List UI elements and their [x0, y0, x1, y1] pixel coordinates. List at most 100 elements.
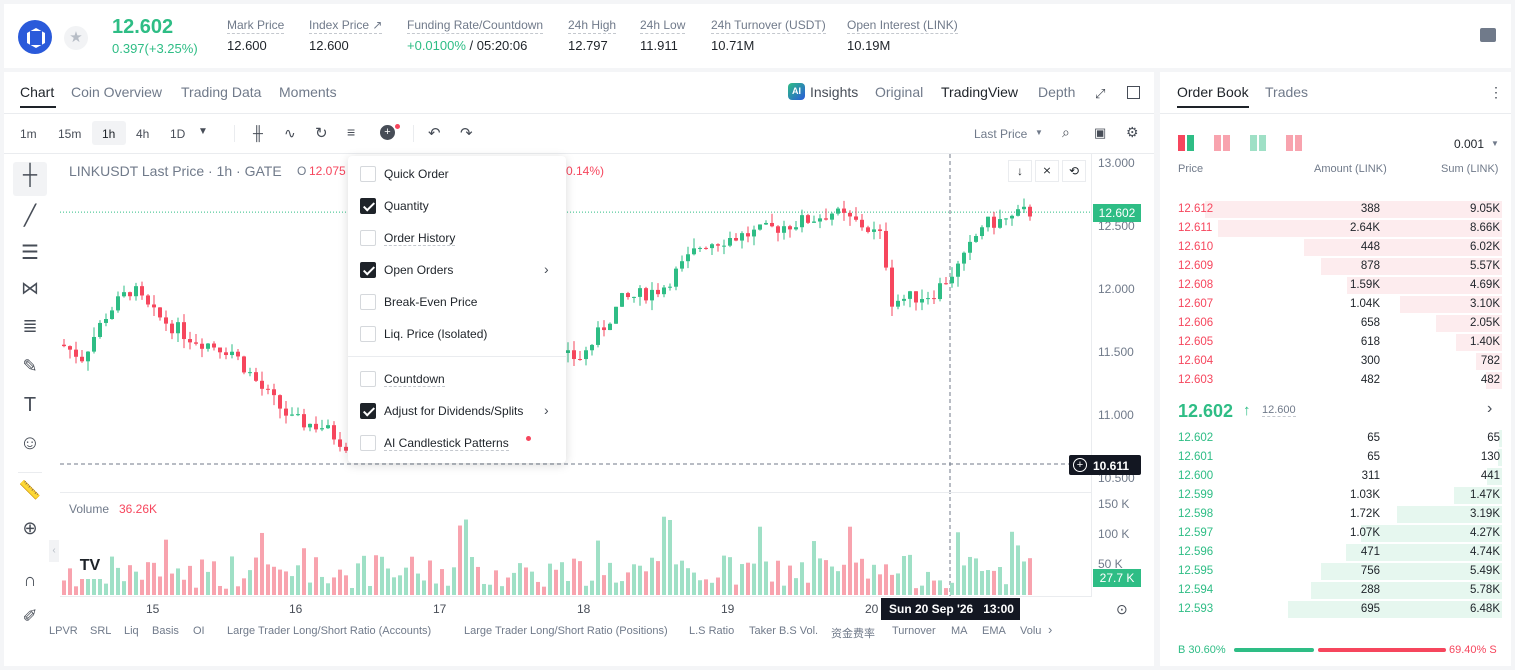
brush-icon[interactable]: ✎: [22, 356, 38, 376]
settings-list-icon[interactable]: ≡: [347, 124, 356, 140]
stat-funding-rate[interactable]: Funding Rate/Countdown +0.0100% / 05:20:0…: [407, 18, 544, 53]
interval-1h[interactable]: 1h: [102, 127, 116, 141]
indicator-tab-liq[interactable]: Liq: [124, 625, 139, 637]
orderbook-row[interactable]: 12.611 2.64K 8.66K: [1162, 219, 1510, 238]
indicator-tab-taker[interactable]: Taker B.S Vol.: [749, 625, 819, 637]
tab-trades[interactable]: Trades: [1265, 84, 1309, 100]
stat-index-price[interactable]: Index Price ↗ 12.600: [309, 18, 383, 53]
pen-icon[interactable]: ✐: [22, 606, 38, 626]
tab-tradingview[interactable]: TradingView: [941, 84, 1019, 100]
text-tool-icon[interactable]: T: [23, 394, 37, 416]
expand-icon[interactable]: ⤢: [1095, 86, 1106, 101]
reset-view-icon[interactable]: ⊙: [1116, 601, 1128, 617]
tab-trading-data[interactable]: Trading Data: [181, 84, 262, 100]
interval-1d[interactable]: 1D: [170, 127, 186, 141]
indicator-tab-ls-ratio[interactable]: L.S Ratio: [689, 625, 735, 637]
orderbook-row[interactable]: 12.605 618 1.40K: [1162, 333, 1510, 352]
tab-depth[interactable]: Depth: [1038, 84, 1076, 100]
tab-original[interactable]: Original: [875, 84, 924, 100]
mark-price-small[interactable]: 12.600: [1262, 404, 1296, 417]
camera-icon[interactable]: ▣: [1094, 125, 1107, 140]
layout-alt-icon[interactable]: [1286, 135, 1302, 151]
orderbook-row[interactable]: 12.612 388 9.05K: [1162, 200, 1510, 219]
orderbook-row[interactable]: 12.600 311 441: [1162, 467, 1510, 486]
trend-line-icon[interactable]: ╱: [23, 205, 37, 227]
orderbook-row[interactable]: 12.606 658 2.05K: [1162, 314, 1510, 333]
tab-moments[interactable]: Moments: [279, 84, 337, 100]
favorite-star-icon[interactable]: ★: [64, 26, 88, 50]
more-vertical-icon[interactable]: ⋮: [1489, 84, 1503, 100]
chevron-down-icon[interactable]: ▼: [198, 126, 208, 137]
refresh-icon[interactable]: ↻: [315, 125, 328, 142]
orderbook-row[interactable]: 12.604 300 782: [1162, 352, 1510, 371]
orderbook-row[interactable]: 12.598 1.72K 3.19K: [1162, 505, 1510, 524]
magnet-icon[interactable]: ∩: [23, 570, 37, 590]
orderbook-row[interactable]: 12.594 288 5.78K: [1162, 581, 1510, 600]
tab-coin-overview[interactable]: Coin Overview: [71, 84, 163, 100]
layout-bids-icon[interactable]: [1250, 135, 1266, 151]
scroll-right-icon[interactable]: ›: [1048, 622, 1053, 637]
indicator-tab-turnover[interactable]: Turnover: [892, 625, 936, 637]
caret-down-icon[interactable]: ▼: [1035, 128, 1043, 137]
orderbook-row[interactable]: 12.608 1.59K 4.69K: [1162, 276, 1510, 295]
orderbook-row[interactable]: 12.595 756 5.49K: [1162, 562, 1510, 581]
indicator-tab-oi[interactable]: OI: [193, 625, 205, 637]
layout-both-icon[interactable]: [1178, 135, 1194, 151]
undo-icon[interactable]: ↶: [428, 125, 441, 142]
orderbook-row[interactable]: 12.597 1.07K 4.27K: [1162, 524, 1510, 543]
stat-mark-price[interactable]: Mark Price 12.600: [227, 18, 285, 53]
orderbook-row[interactable]: 12.593 695 6.48K: [1162, 600, 1510, 619]
indicator-tab-srl[interactable]: SRL: [90, 625, 112, 637]
search-icon[interactable]: ⌕: [1062, 124, 1070, 140]
orderbook-row[interactable]: 12.607 1.04K 3.10K: [1162, 295, 1510, 314]
orderbook-row[interactable]: 12.601 65 130: [1162, 448, 1510, 467]
horizontal-lines-icon[interactable]: ☰: [21, 242, 39, 264]
indicator-tab-basis[interactable]: Basis: [152, 625, 179, 637]
layout-asks-icon[interactable]: [1214, 135, 1230, 151]
gear-icon[interactable]: ⚙: [1126, 124, 1139, 140]
indicators-icon[interactable]: ∿: [284, 125, 296, 141]
row-sum: 3.10K: [1469, 298, 1500, 310]
orderbook-row[interactable]: 12.609 878 5.57K: [1162, 257, 1510, 276]
indicator-tab-ma[interactable]: MA: [951, 625, 968, 637]
tab-chart[interactable]: Chart: [20, 84, 55, 100]
loop-icon[interactable]: ⟲: [1062, 160, 1086, 182]
indicator-tab-vol[interactable]: Volu: [1020, 625, 1042, 637]
redo-icon[interactable]: ↷: [460, 125, 473, 142]
caret-down-icon[interactable]: ▼: [1491, 139, 1499, 148]
price-type-select[interactable]: Last Price: [974, 127, 1028, 141]
candle-type-icon[interactable]: ╫: [253, 125, 263, 141]
fib-icon[interactable]: ≣: [22, 316, 38, 336]
crosshair-icon[interactable]: ┼: [22, 164, 38, 186]
precision-select[interactable]: 0.001: [1454, 137, 1485, 151]
interval-1m[interactable]: 1m: [20, 127, 37, 141]
zoom-in-icon[interactable]: ⊕: [22, 518, 38, 538]
indicator-tab-ls-positions[interactable]: Large Trader Long/Short Ratio (Positions…: [464, 625, 668, 637]
chevron-right-icon[interactable]: ›: [1487, 400, 1493, 417]
orderbook-row[interactable]: 12.602 65 65: [1162, 429, 1510, 448]
orderbook-row[interactable]: 12.603 482 482: [1162, 371, 1510, 390]
tab-insights[interactable]: Insights: [810, 84, 859, 100]
add-circle-icon[interactable]: +: [380, 125, 395, 140]
down-arrow-icon[interactable]: ↓: [1008, 160, 1032, 182]
emoji-icon[interactable]: ☺: [19, 432, 41, 454]
collapse-icon[interactable]: ⨯: [1035, 160, 1059, 182]
interval-4h[interactable]: 4h: [136, 127, 150, 141]
orderbook-row[interactable]: 12.599 1.03K 1.47K: [1162, 486, 1510, 505]
tab-order-book[interactable]: Order Book: [1177, 84, 1249, 100]
indicator-tab-funding[interactable]: 资金费率: [831, 627, 875, 640]
ruler-icon[interactable]: 📏: [18, 480, 42, 500]
maximize-icon[interactable]: [1127, 86, 1140, 99]
indicator-tab-lpvr[interactable]: LPVR: [49, 625, 78, 637]
pattern-icon[interactable]: ⋈: [21, 278, 39, 298]
orderbook-row[interactable]: 12.610 448 6.02K: [1162, 238, 1510, 257]
chart-legend-symbol: LINKUSDT Last Price · 1h · GATE: [69, 163, 282, 179]
book-icon[interactable]: [1480, 28, 1496, 42]
indicator-tab-ema[interactable]: EMA: [982, 625, 1006, 637]
add-alert-icon[interactable]: +: [1073, 458, 1087, 472]
price-chart[interactable]: [60, 154, 1092, 596]
interval-15m[interactable]: 15m: [58, 127, 82, 141]
indicator-tab-ls-accounts[interactable]: Large Trader Long/Short Ratio (Accounts): [227, 625, 432, 637]
collapse-toolbar-icon[interactable]: ‹: [49, 540, 59, 562]
orderbook-row[interactable]: 12.596 471 4.74K: [1162, 543, 1510, 562]
